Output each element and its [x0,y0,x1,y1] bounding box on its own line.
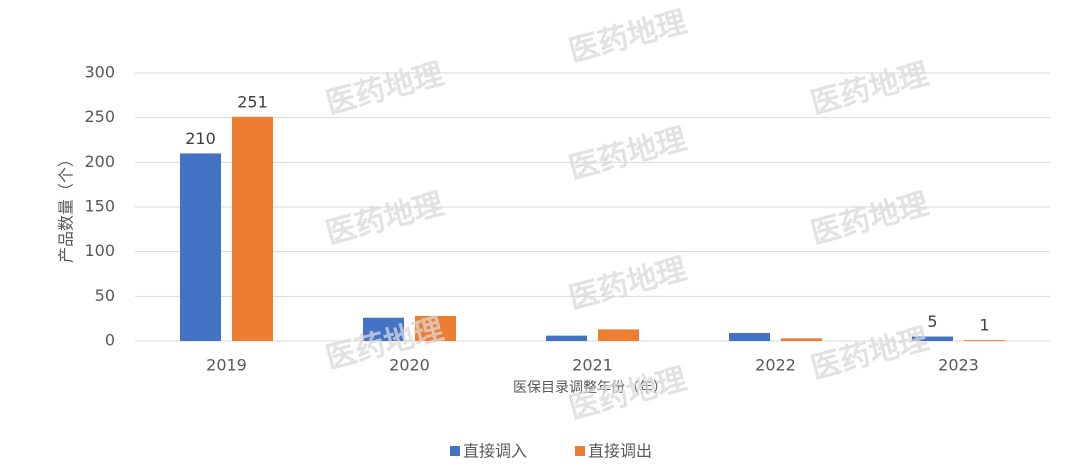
x-tick-label: 2022 [755,356,796,375]
y-tick-label: 150 [84,197,115,216]
y-axis-title: 产品数量（个） [57,151,76,263]
x-tick-label: 2020 [389,356,430,375]
data-label: 210 [185,129,216,148]
bar [598,329,639,341]
bar [180,153,221,341]
y-tick-label: 50 [95,286,115,305]
legend-label: 直接调出 [588,442,652,461]
y-tick-label: 250 [84,107,115,126]
bar [232,116,273,341]
watermark: 医药地理 [565,252,690,317]
y-tick-label: 300 [84,63,115,82]
watermark: 医药地理 [807,57,932,122]
y-tick-label: 200 [84,152,115,171]
watermark: 医药地理 [807,322,932,387]
watermark: 医药地理 [565,122,690,187]
data-label: 5 [927,312,937,331]
legend-swatch [450,446,460,456]
bar [964,340,1005,341]
data-label: 251 [237,92,268,111]
x-tick-label: 2021 [572,356,613,375]
y-tick-label: 100 [84,241,115,260]
bar [729,332,770,341]
bar [546,335,587,341]
y-tick-label: 0 [105,331,115,350]
bar [363,317,404,341]
bar [912,336,953,341]
x-tick-label: 2019 [206,356,247,375]
x-tick-label: 2023 [938,356,979,375]
watermark: 医药地理 [322,57,447,122]
x-axis-title: 医保目录调整年份（年） [513,380,667,396]
data-label: 1 [979,316,989,335]
watermark: 医药地理 [565,5,690,70]
watermark: 医药地理 [322,187,447,252]
legend-label: 直接调入 [463,442,527,461]
bar [415,315,456,341]
bar [781,338,822,341]
watermark: 医药地理 [807,187,932,252]
legend-swatch [575,446,585,456]
